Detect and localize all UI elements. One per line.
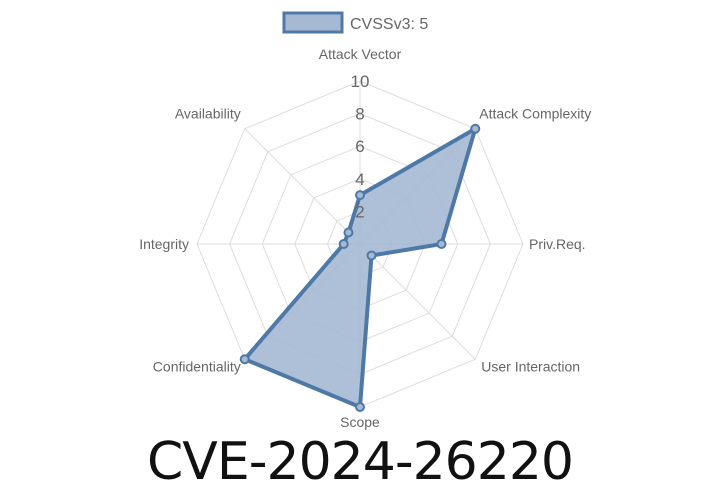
data-point <box>355 190 365 201</box>
axis-label: Attack Complexity <box>479 106 591 122</box>
legend-label: CVSSv3: 5 <box>350 16 428 33</box>
data-point <box>355 402 365 412</box>
axis-label: Availability <box>175 106 241 122</box>
grid-spoke <box>244 128 361 245</box>
tick-label: 6 <box>355 137 364 156</box>
chart-title: CVE-2024-26220 <box>146 432 574 492</box>
tick-label: 2 <box>355 202 364 221</box>
data-point <box>436 239 447 249</box>
data-point <box>470 123 481 134</box>
data-point <box>239 354 250 365</box>
axis-label: Attack Vector <box>319 46 402 62</box>
axis-label: User Interaction <box>481 358 580 374</box>
axis-label: Priv.Req. <box>529 236 586 252</box>
data-point <box>343 227 354 238</box>
tick-label: 10 <box>351 72 370 91</box>
legend-swatch <box>282 11 344 34</box>
axis-label: Scope <box>340 414 380 430</box>
data-point <box>366 250 377 261</box>
tick-label: 8 <box>355 105 364 124</box>
tick-label: 4 <box>355 170 364 189</box>
data-point <box>338 239 349 249</box>
axis-label: Integrity <box>139 236 189 252</box>
grid-spoke <box>359 243 476 360</box>
axis-label: Confidentiality <box>153 358 241 374</box>
